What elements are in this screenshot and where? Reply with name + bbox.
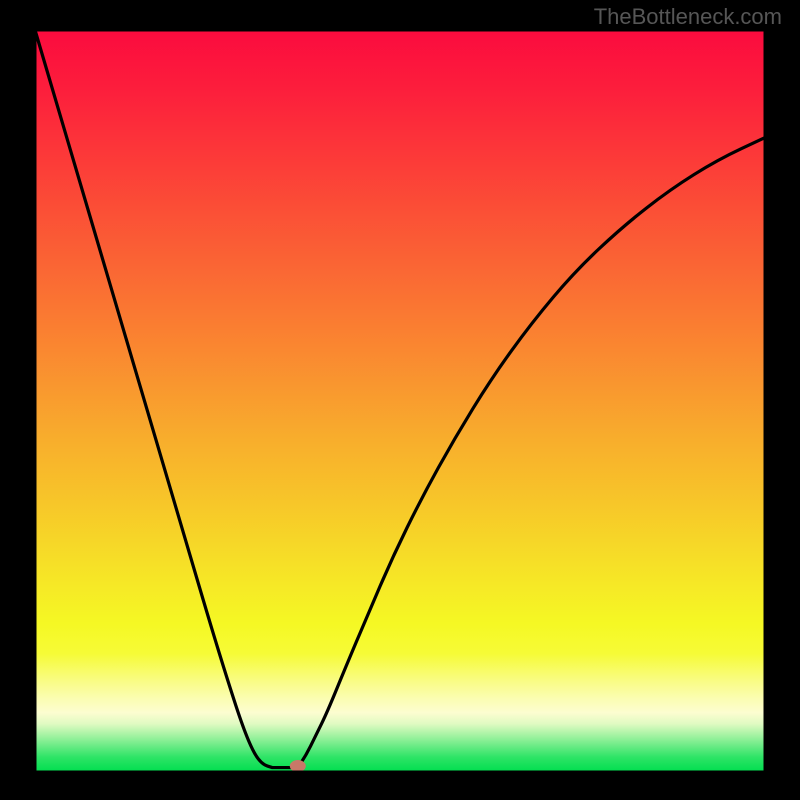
watermark-text: TheBottleneck.com [594,4,782,30]
chart-container: TheBottleneck.com [0,0,800,800]
bottleneck-chart [0,0,800,800]
optimal-point-marker [290,760,306,772]
